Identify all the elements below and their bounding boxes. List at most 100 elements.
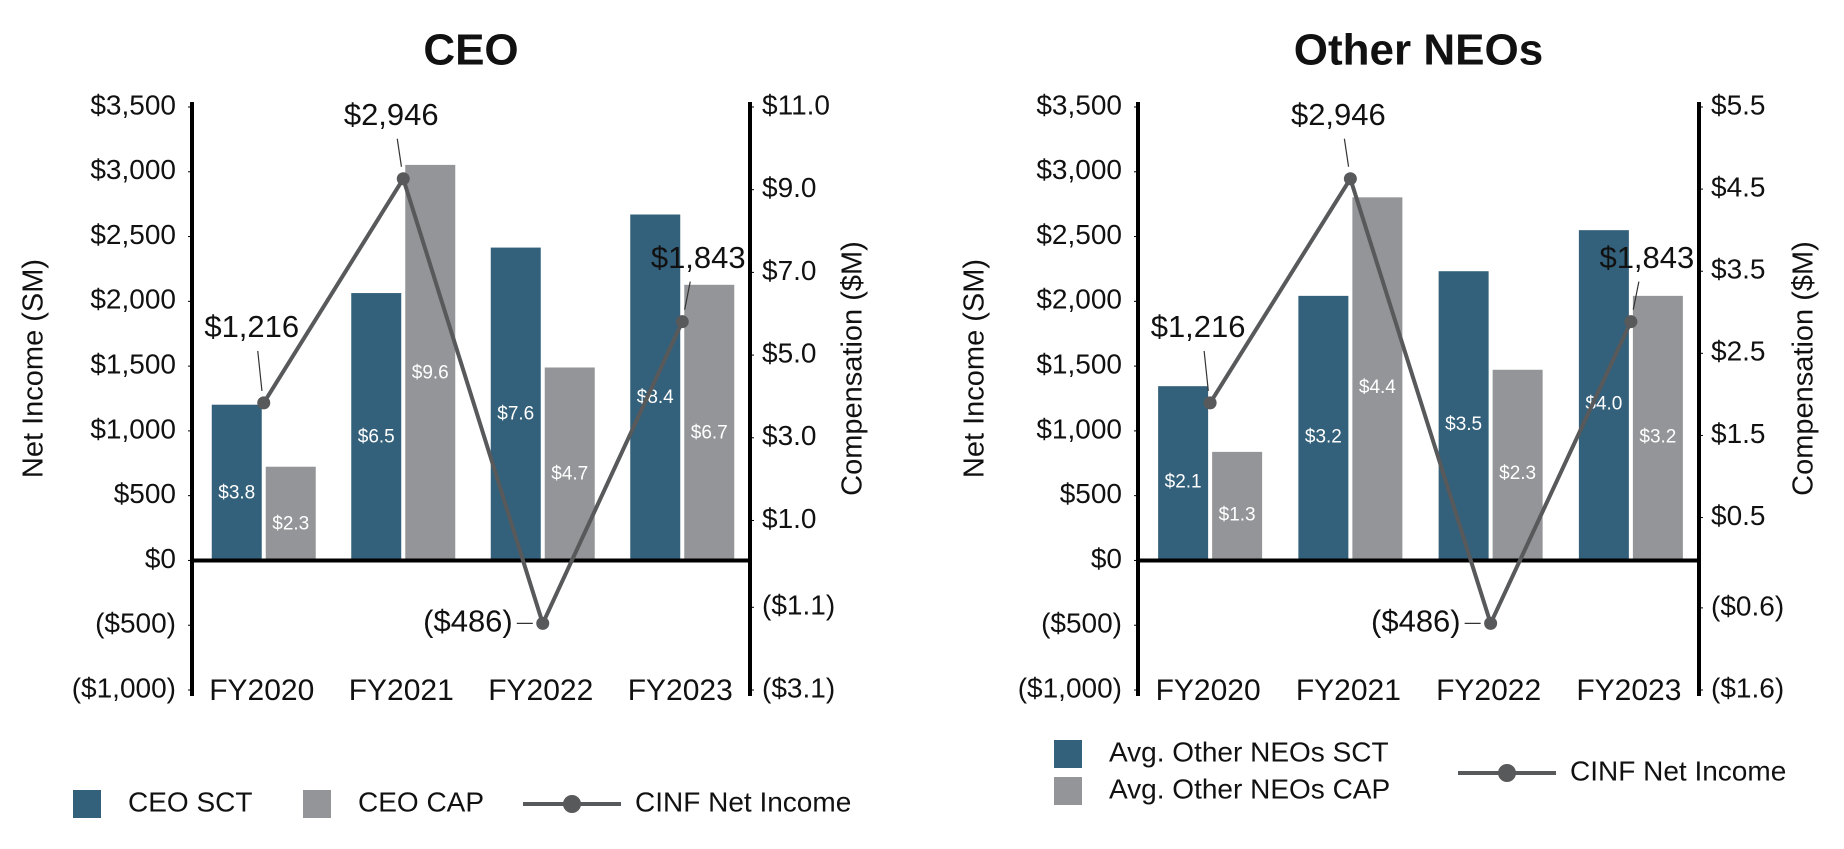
- y-tick-label: ($500): [95, 608, 176, 639]
- line-point: [675, 315, 689, 329]
- y-tick-label: ($500): [1041, 608, 1122, 639]
- bar: [490, 247, 541, 562]
- y2-tick-label: $7.0: [762, 255, 817, 286]
- bar-value-label: $3.2: [1305, 426, 1342, 447]
- legend-label: CEO CAP: [358, 786, 484, 817]
- line-point: [536, 616, 550, 630]
- y-tick-label: ($1,000): [72, 672, 176, 703]
- bar: [351, 293, 402, 562]
- bar: [1352, 197, 1403, 559]
- line-point: [1343, 172, 1357, 186]
- label-leader: [684, 281, 691, 310]
- line-value-label: $1,843: [651, 240, 746, 275]
- y-axis-label: Net Income (SM): [959, 259, 991, 478]
- bar-value-label: $4.7: [551, 464, 588, 485]
- bar-value-label: $2.3: [272, 513, 309, 534]
- y2-axis-label: Compensation ($M): [837, 241, 869, 496]
- line-value-label: $2,946: [344, 97, 439, 132]
- x-tick-label: FY2021: [349, 674, 454, 707]
- y2-tick-label: ($1.1): [762, 590, 835, 621]
- bar: [405, 164, 456, 562]
- y-tick-label: $3,000: [1036, 154, 1122, 185]
- legend-swatch: [1054, 740, 1082, 768]
- x-tick-label: FY2021: [1296, 674, 1401, 707]
- y-axis-label: Net Income (SM): [18, 259, 50, 478]
- line-value-label: $1,216: [1151, 309, 1246, 344]
- y-tick-label: ($1,000): [1018, 672, 1122, 703]
- y-tick-label: $3,500: [1036, 89, 1122, 120]
- label-leader: [1632, 281, 1640, 310]
- bar-value-label: $1.3: [1219, 504, 1256, 525]
- y2-tick-label: $0.5: [1711, 500, 1766, 531]
- y-tick-label: $500: [114, 478, 176, 509]
- bar: [1632, 295, 1683, 559]
- bar-value-label: $2.1: [1165, 471, 1202, 492]
- bar-value-label: $3.5: [1445, 414, 1482, 435]
- x-tick-label: FY2023: [1576, 674, 1681, 707]
- bar-value-label: $9.6: [412, 362, 449, 383]
- legend-swatch: [1054, 777, 1082, 805]
- legend-swatch: [73, 790, 101, 818]
- line: [262, 174, 685, 629]
- y2-tick-label: ($1.6): [1711, 672, 1784, 703]
- label-leader: [1343, 138, 1350, 167]
- y2-tick-label: $9.0: [762, 172, 817, 203]
- bar: [265, 466, 316, 562]
- bar: [1578, 230, 1629, 559]
- bar: [630, 214, 681, 562]
- y2-tick-label: $1.0: [762, 503, 817, 534]
- line: [1208, 174, 1633, 629]
- legend-marker: [563, 795, 581, 813]
- bar-value-label: $3.8: [218, 482, 255, 503]
- x-tick-label: FY2022: [1436, 674, 1541, 707]
- bar-value-label: $6.7: [691, 422, 728, 443]
- y-tick-label: $2,000: [90, 284, 176, 315]
- legend-label: CINF Net Income: [1570, 755, 1786, 786]
- legend-label: CINF Net Income: [635, 786, 851, 817]
- y2-tick-label: $11.0: [762, 89, 830, 120]
- line-value-label: $1,843: [1599, 240, 1694, 275]
- y-tick-label: $0: [145, 543, 176, 574]
- y-tick-label: $3,000: [90, 154, 176, 185]
- line-point: [1484, 616, 1498, 630]
- label-leader: [396, 138, 403, 167]
- y-tick-label: $2,000: [1036, 284, 1122, 315]
- y-tick-label: $500: [1060, 478, 1122, 509]
- y-tick-label: $1,500: [90, 349, 176, 380]
- label-leader: [257, 350, 263, 391]
- legend-marker: [1498, 764, 1516, 782]
- y2-tick-label: $1.5: [1711, 418, 1766, 449]
- y-tick-label: $2,500: [1036, 219, 1122, 250]
- chart: Other NEOs Net Income (SM) Compensation ($…: [959, 26, 1820, 805]
- line-point: [396, 172, 410, 186]
- x-tick-label: FY2020: [209, 674, 314, 707]
- bar-value-label: $6.5: [358, 426, 395, 447]
- y2-tick-label: $4.5: [1711, 172, 1766, 203]
- y2-tick-label: $5.0: [762, 337, 817, 368]
- line-value-label: $1,216: [204, 309, 299, 344]
- y2-tick-label: ($3.1): [762, 672, 835, 703]
- bar: [1158, 386, 1209, 559]
- line-value-label: ($486): [423, 604, 513, 639]
- y-tick-label: $1,000: [90, 413, 176, 444]
- chart: CEO Net Income (SM) Compensation ($M) ($1,0…: [18, 26, 869, 818]
- legend-label: Avg. Other NEOs CAP: [1109, 773, 1390, 804]
- bar: [1298, 295, 1349, 559]
- legend-label: CEO SCT: [128, 786, 252, 817]
- y2-tick-label: $2.5: [1711, 336, 1766, 367]
- legend-label: Avg. Other NEOs SCT: [1109, 736, 1389, 767]
- legend-swatch: [303, 790, 331, 818]
- y2-axis-label: Compensation ($M): [1788, 241, 1820, 496]
- y-tick-label: $0: [1091, 543, 1122, 574]
- y-tick-label: $2,500: [90, 219, 176, 250]
- chart-title: CEO: [423, 26, 518, 75]
- chart-title: Other NEOs: [1294, 26, 1543, 75]
- bar-value-label: $3.2: [1639, 426, 1676, 447]
- x-tick-label: FY2023: [628, 674, 733, 707]
- bar: [1212, 451, 1263, 559]
- y-tick-label: $1,000: [1036, 413, 1122, 444]
- line-point: [257, 396, 271, 410]
- line-value-label: ($486): [1371, 604, 1461, 639]
